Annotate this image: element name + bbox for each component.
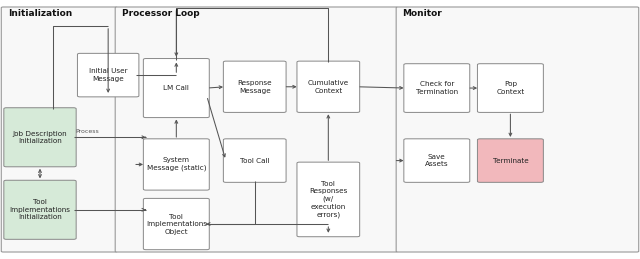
FancyBboxPatch shape [4,108,76,167]
Text: Process: Process [76,129,99,134]
FancyBboxPatch shape [404,64,470,112]
FancyBboxPatch shape [1,7,117,252]
FancyBboxPatch shape [477,139,543,182]
FancyBboxPatch shape [396,7,639,252]
FancyBboxPatch shape [143,198,209,250]
Text: LM Call: LM Call [163,85,189,91]
Text: System
Message (static): System Message (static) [147,157,206,171]
Text: Tool
Implementations
Initialization: Tool Implementations Initialization [10,199,70,220]
FancyBboxPatch shape [143,139,209,190]
Text: Job Description
Initialization: Job Description Initialization [13,131,67,144]
Text: Check for
Termination: Check for Termination [416,81,458,95]
Text: Response
Message: Response Message [237,80,272,93]
Text: Initialization: Initialization [8,9,72,18]
FancyBboxPatch shape [223,139,286,182]
FancyBboxPatch shape [77,53,139,97]
Text: Processor Loop: Processor Loop [122,9,199,18]
Text: Pop
Context: Pop Context [496,81,525,95]
FancyBboxPatch shape [4,180,76,239]
FancyBboxPatch shape [143,59,209,118]
Text: Cumulative
Context: Cumulative Context [308,80,349,93]
Text: Tool Call: Tool Call [240,157,269,164]
Text: Save
Assets: Save Assets [425,154,449,167]
Text: Tool
Implementations
Object: Tool Implementations Object [146,213,207,235]
Text: Terminate: Terminate [493,157,528,164]
FancyBboxPatch shape [115,7,397,252]
FancyBboxPatch shape [297,162,360,237]
Text: Tool
Responses
(w/
execution
errors): Tool Responses (w/ execution errors) [309,181,348,218]
Text: Initial User
Message: Initial User Message [89,68,127,82]
Text: Monitor: Monitor [403,9,442,18]
FancyBboxPatch shape [297,61,360,112]
FancyBboxPatch shape [477,64,543,112]
FancyBboxPatch shape [223,61,286,112]
FancyBboxPatch shape [404,139,470,182]
